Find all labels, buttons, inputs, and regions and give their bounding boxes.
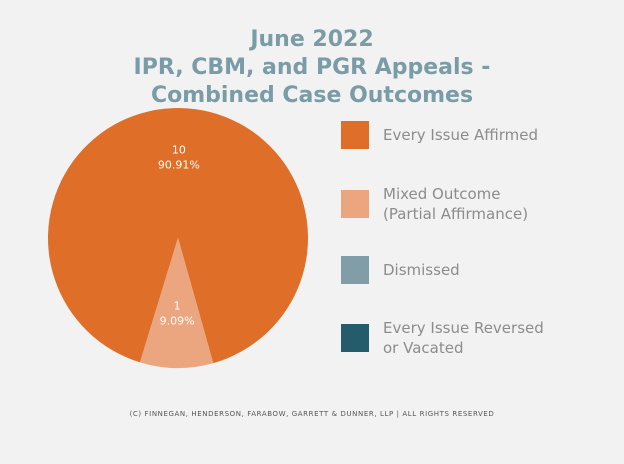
legend-swatch xyxy=(341,121,369,149)
slice-percent-label: 90.91% xyxy=(158,158,200,171)
legend-swatch xyxy=(341,324,369,352)
pie-slice-labels: 10 90.91% 1 9.09% xyxy=(158,143,200,327)
slice-count-label: 10 xyxy=(172,143,186,156)
legend-label: Every Issue Affirmed xyxy=(383,125,611,145)
chart-title-line-3: Combined Case Outcomes xyxy=(150,83,474,108)
legend-label: Dismissed xyxy=(383,260,611,280)
legend-swatch xyxy=(341,256,369,284)
pie-slices xyxy=(48,108,309,368)
pie-slice-0 xyxy=(48,108,309,364)
copyright-footer: (c) Finnegan, Henderson, Farabow, Garret… xyxy=(129,410,495,418)
slice-percent-label: 9.09% xyxy=(160,314,195,327)
chart-title: June 2022 IPR, CBM, and PGR Appeals - Co… xyxy=(0,26,624,110)
legend-label: Mixed Outcome (Partial Affirmance) xyxy=(383,184,611,224)
legend-label: Every Issue Reversed or Vacated xyxy=(383,318,611,358)
legend-label-line: (Partial Affirmance) xyxy=(383,205,529,223)
legend-label-line: or Vacated xyxy=(383,339,464,357)
legend-label-line: Dismissed xyxy=(383,261,460,279)
legend-label-line: Every Issue Affirmed xyxy=(383,126,538,144)
legend-label-line: Every Issue Reversed xyxy=(383,319,544,337)
legend-label-line: Mixed Outcome xyxy=(383,185,501,203)
chart-title-line-2: IPR, CBM, and PGR Appeals - xyxy=(133,55,491,80)
pie-chart: 10 90.91% 1 9.09% xyxy=(48,108,309,368)
slice-count-label: 1 xyxy=(174,299,181,312)
chart-title-line-1: June 2022 xyxy=(250,27,374,52)
pie-slice-1 xyxy=(139,238,214,368)
legend-swatch xyxy=(341,190,369,218)
